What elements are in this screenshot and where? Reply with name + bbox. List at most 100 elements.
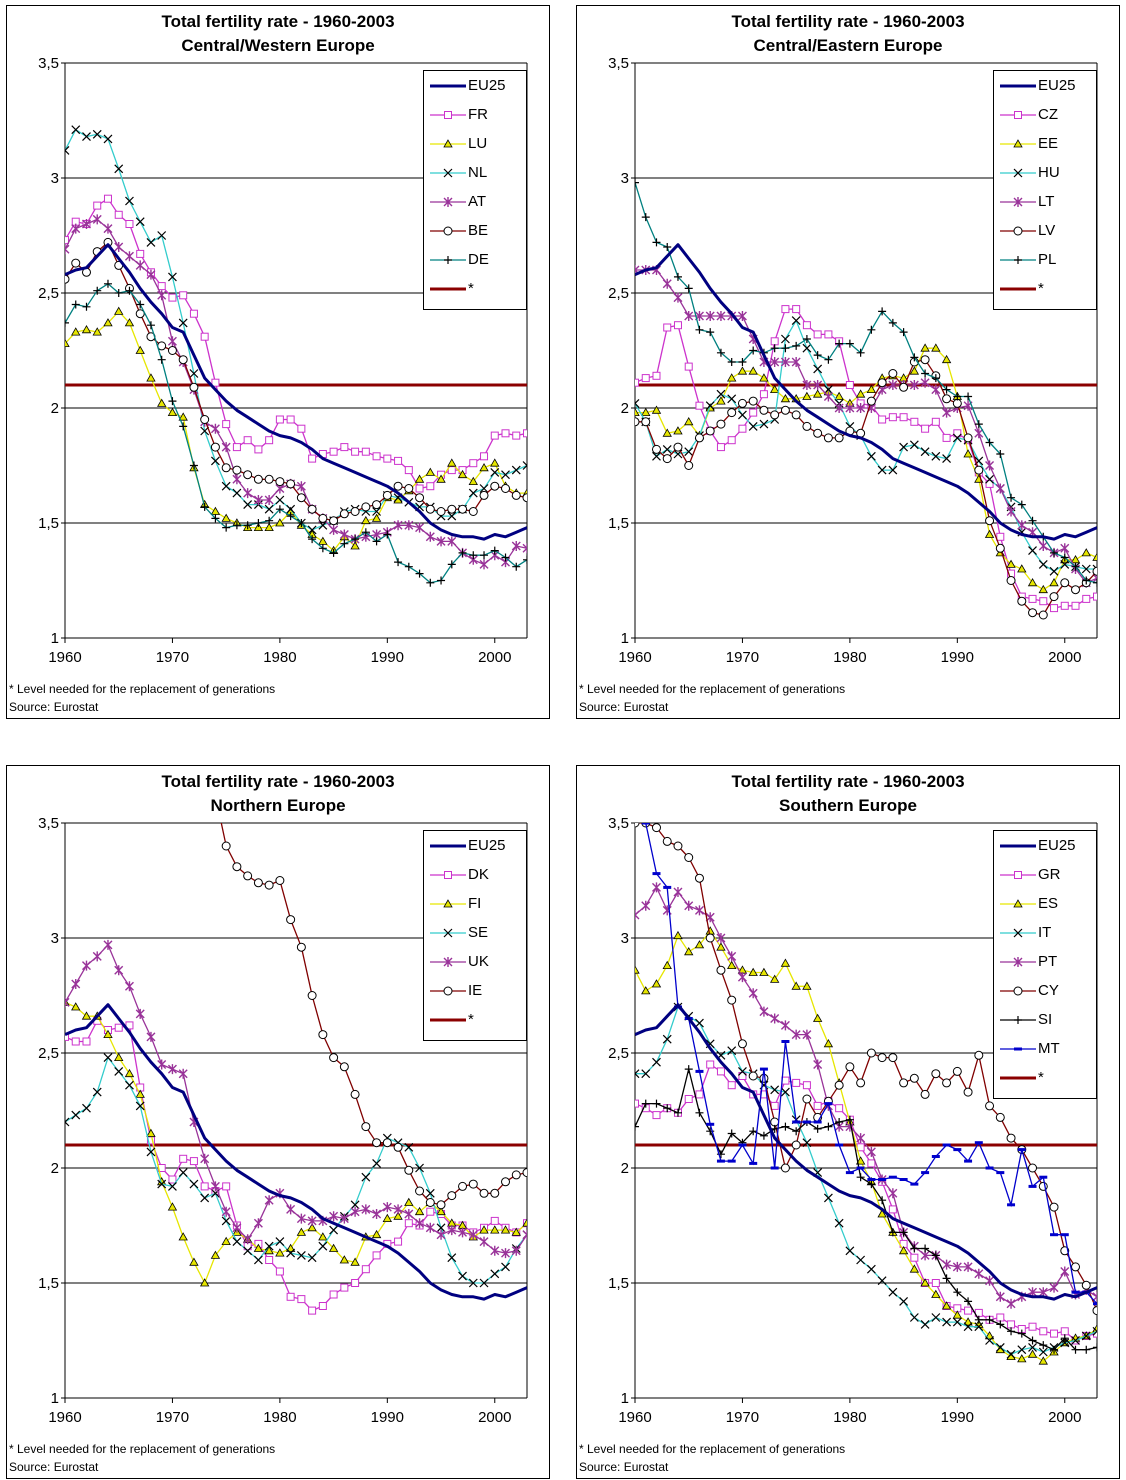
series-fr-point xyxy=(490,431,499,440)
series-lt-point xyxy=(888,380,898,390)
series-mt-point xyxy=(1007,1203,1016,1207)
series-de-point xyxy=(179,422,188,431)
series-it-point xyxy=(1038,1347,1048,1357)
series-cz-point xyxy=(996,532,1005,541)
legend-item: EU25 xyxy=(424,835,526,855)
series-fr-point xyxy=(469,459,478,468)
series-uk-point xyxy=(264,1195,274,1206)
series-cy-point xyxy=(952,1066,962,1076)
series-de-point xyxy=(82,302,91,311)
series-si-point xyxy=(759,1131,768,1140)
series-pt-point xyxy=(952,1261,962,1272)
y-tick-label: 3 xyxy=(51,930,59,947)
y-tick-label: 2 xyxy=(621,400,629,417)
series-lv-point xyxy=(673,442,683,452)
series-fi-line xyxy=(65,1001,527,1284)
series-be-point xyxy=(189,382,199,392)
series-cy-point xyxy=(694,873,704,883)
series-fi-point xyxy=(199,1278,210,1287)
series-uk-point xyxy=(135,1008,145,1019)
legend-label: EE xyxy=(1038,135,1059,152)
series-ie-point xyxy=(382,1138,392,1148)
series-it-point xyxy=(834,1218,844,1228)
series-fr-point xyxy=(351,447,360,456)
series-nl-line xyxy=(65,129,527,531)
legend-item: CY xyxy=(994,980,1096,1000)
series-lv-point xyxy=(770,410,780,420)
series-pt-point xyxy=(942,1259,952,1270)
series-si-point xyxy=(1050,1345,1059,1354)
series-pl-point xyxy=(781,344,790,353)
series-gr-point xyxy=(867,1159,876,1168)
series-at-point xyxy=(339,529,349,540)
series-fr-point xyxy=(265,436,274,445)
series-pl-point xyxy=(770,344,779,353)
series-pl-point xyxy=(888,318,897,327)
series-ie-point xyxy=(61,766,69,767)
series-be-point xyxy=(286,479,296,489)
series-gr-line xyxy=(635,1063,1097,1342)
series-es-point xyxy=(716,942,726,951)
series-mt-point xyxy=(1060,1233,1069,1237)
series-de-point xyxy=(65,318,69,327)
series-it-point xyxy=(888,1287,898,1297)
series-fr-point xyxy=(361,447,370,456)
series-fr-point xyxy=(243,436,252,445)
series-be-point xyxy=(264,474,274,484)
series-lu-point xyxy=(425,467,435,476)
series-ee-point xyxy=(1092,552,1097,561)
chart-subtitle: Central/Eastern Europe xyxy=(753,36,943,55)
legend-marker xyxy=(1013,226,1023,236)
series-lv-point xyxy=(888,369,898,378)
legend-label: FI xyxy=(468,895,482,912)
series-it-point xyxy=(899,1296,909,1306)
series-si-point xyxy=(878,1196,887,1205)
series-pl-point xyxy=(673,272,682,281)
series-fr-point xyxy=(426,482,435,491)
series-uk-point xyxy=(296,1213,306,1224)
series-si-point xyxy=(684,1065,693,1074)
series-eu25-line xyxy=(65,243,527,541)
series-hu-line xyxy=(635,319,1097,572)
series-si-line xyxy=(635,1068,1097,1351)
legend-item: * xyxy=(424,278,526,298)
chart-title: Total fertility rate - 1960-2003 xyxy=(161,12,395,31)
legend-label: IE xyxy=(468,982,483,999)
series-lt-point xyxy=(802,380,812,390)
series-fi-point xyxy=(436,1206,446,1216)
legend-marker xyxy=(1014,1016,1022,1024)
legend-swatch xyxy=(430,226,466,236)
series-de-point xyxy=(211,514,220,523)
series-nl-point xyxy=(168,272,177,282)
x-tick-label: 1980 xyxy=(263,649,296,666)
series-at-point xyxy=(103,223,113,234)
series-fr-point xyxy=(286,415,295,424)
series-uk-point xyxy=(501,1248,511,1259)
series-at-point xyxy=(296,481,306,492)
series-ee-point xyxy=(737,366,748,375)
series-uk-point xyxy=(221,1206,231,1217)
series-gr-point xyxy=(1007,1320,1016,1329)
series-pt-point xyxy=(888,1188,898,1199)
series-pl-point xyxy=(706,328,715,337)
series-ee-point xyxy=(780,393,791,403)
series-it-point xyxy=(866,1264,876,1274)
series-lv-point xyxy=(1049,592,1059,602)
series-lu-point xyxy=(71,327,81,336)
series-lu-point xyxy=(414,474,425,483)
series-de-point xyxy=(523,555,527,564)
series-uk-line xyxy=(65,944,527,1254)
series-lu-point xyxy=(124,318,135,327)
legend-item: DK xyxy=(424,864,526,884)
y-tick-label: 2 xyxy=(51,1160,59,1177)
legend-label: * xyxy=(468,1011,474,1028)
series-uk-point xyxy=(157,1059,167,1070)
series-uk-point xyxy=(468,1229,478,1240)
series-be-point xyxy=(522,493,527,503)
series-cz-point xyxy=(878,415,887,424)
legend-swatch xyxy=(1000,226,1036,236)
legend-item: EU25 xyxy=(994,75,1096,95)
series-lt-point xyxy=(770,357,780,367)
series-be-point xyxy=(221,463,231,473)
series-cy-point xyxy=(748,1071,758,1081)
